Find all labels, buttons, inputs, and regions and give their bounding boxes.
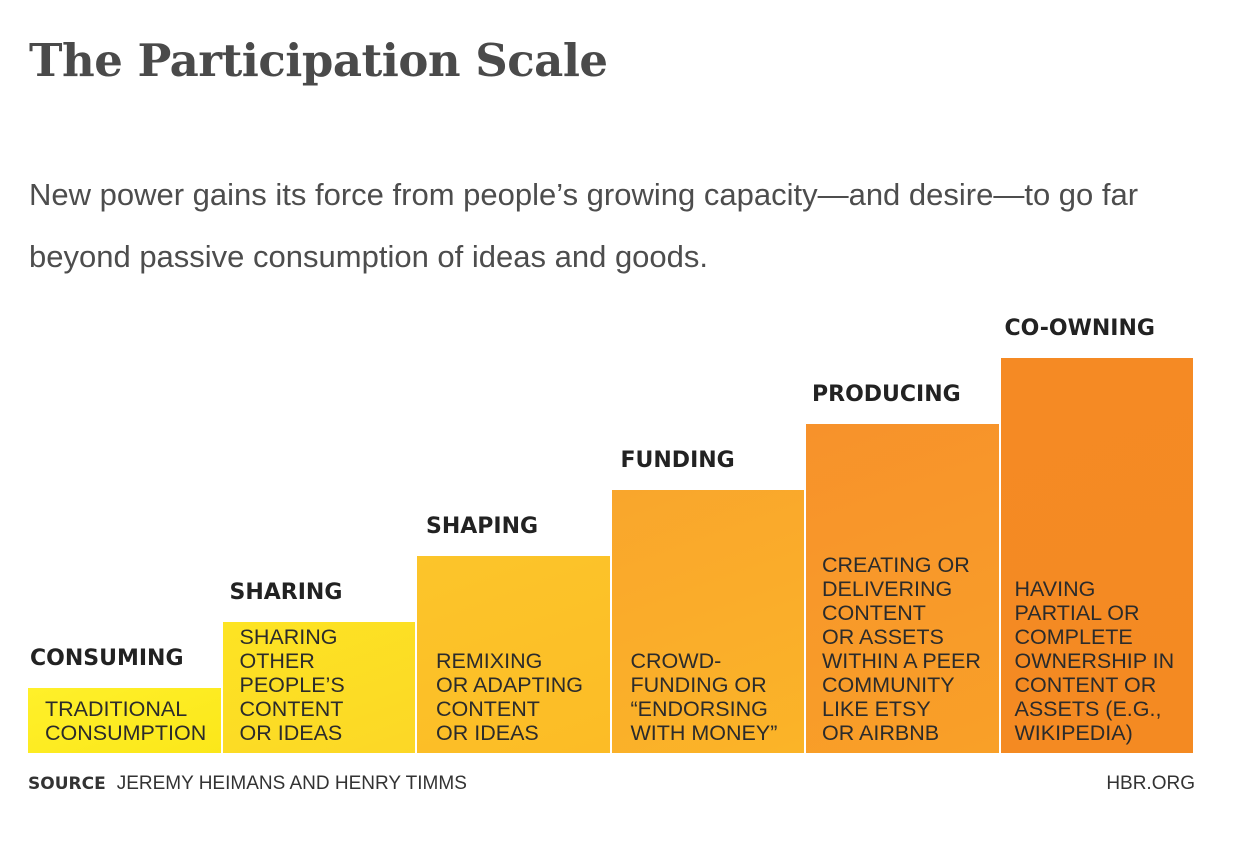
step-bar-consuming <box>28 688 221 753</box>
step-bar-co-owning <box>1000 358 1193 753</box>
step-description-co-owning: HAVING PARTIAL OR COMPLETE OWNERSHIP IN … <box>1014 577 1175 745</box>
site-credit: HBR.ORG <box>1106 773 1195 794</box>
source-key: SOURCE <box>28 774 106 794</box>
step-label-funding: FUNDING <box>620 448 735 473</box>
step-bar-shaping <box>417 556 610 753</box>
step-description-sharing: SHARING OTHER PEOPLE’S CONTENT OR IDEAS <box>239 625 345 745</box>
step-label-consuming: CONSUMING <box>30 646 184 671</box>
step-bar-sharing <box>222 622 415 753</box>
step-description-shaping: REMIXING OR ADAPTING CONTENT OR IDEAS <box>436 649 583 745</box>
source-line: SOURCE JEREMY HEIMANS AND HENRY TIMMS <box>28 774 467 793</box>
chart-subtitle: New power gains its force from people’s … <box>29 177 1139 274</box>
step-description-funding: CROWD- FUNDING OR “ENDORSING WITH MONEY” <box>630 649 778 745</box>
step-description-producing: CREATING OR DELIVERING CONTENT OR ASSETS… <box>822 553 981 745</box>
step-label-producing: PRODUCING <box>812 382 961 407</box>
step-label-sharing: SHARING <box>229 580 343 605</box>
chart-title: The Participation Scale <box>29 34 608 87</box>
step-label-shaping: SHAPING <box>426 514 539 539</box>
step-bar-funding <box>611 490 804 753</box>
step-bar-producing <box>806 424 999 753</box>
step-label-co-owning: CO-OWNING <box>1004 316 1155 341</box>
step-description-consuming: TRADITIONAL CONSUMPTION <box>45 697 207 745</box>
source-value: JEREMY HEIMANS AND HENRY TIMMS <box>116 773 467 794</box>
